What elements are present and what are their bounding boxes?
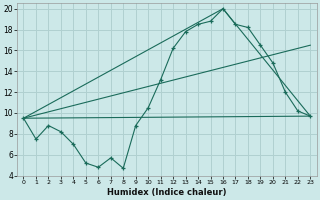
X-axis label: Humidex (Indice chaleur): Humidex (Indice chaleur)	[107, 188, 227, 197]
